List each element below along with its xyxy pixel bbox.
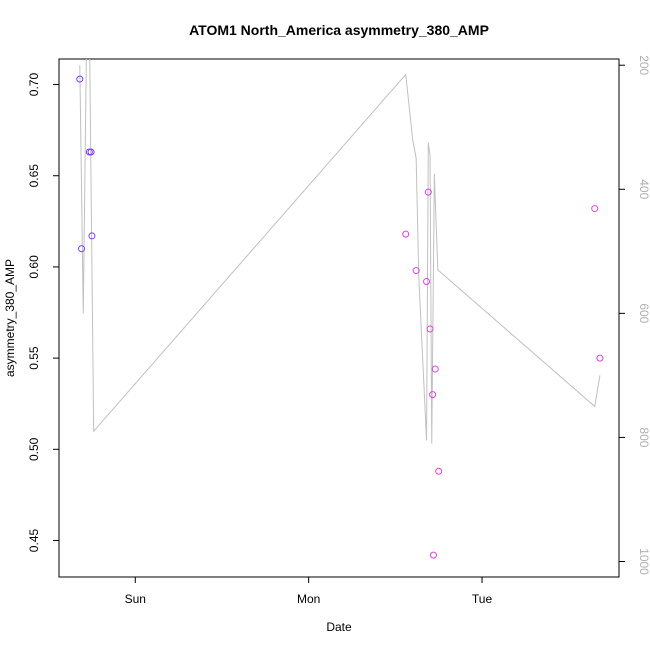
- y-tick-label: 0.55: [27, 346, 41, 370]
- y2-tick-label: 1000: [637, 548, 650, 575]
- y-tick-label: 0.70: [27, 73, 41, 97]
- plot-content: [76, 59, 604, 559]
- data-point: [87, 148, 95, 156]
- x-axis: Sun Mon Tue: [125, 577, 493, 606]
- right-axis: 200 400 600 800 1000: [619, 55, 650, 575]
- chart-title: ATOM1 North_America asymmetry_380_AMP: [189, 22, 489, 38]
- y-tick-label: 0.65: [27, 164, 41, 188]
- data-point: [426, 325, 434, 333]
- data-point: [76, 75, 84, 83]
- data-point: [435, 467, 443, 475]
- x-tick-label: Tue: [472, 592, 493, 606]
- data-point: [431, 365, 439, 373]
- data-point: [424, 188, 432, 196]
- data-point: [591, 205, 599, 213]
- data-point: [429, 551, 437, 559]
- y2-tick-label: 400: [637, 179, 650, 199]
- plot-frame: [58, 58, 620, 578]
- data-point: [423, 278, 431, 286]
- data-point: [412, 267, 420, 275]
- y2-tick-label: 200: [637, 55, 650, 75]
- data-point: [596, 354, 604, 362]
- data-point: [402, 230, 410, 238]
- x-tick-label: Sun: [125, 592, 146, 606]
- data-point: [88, 232, 96, 240]
- data-point: [78, 245, 86, 253]
- y-tick-label: 0.60: [27, 255, 41, 279]
- left-axis: 0.45 0.50 0.55 0.60 0.65 0.70: [27, 73, 59, 553]
- series-line: [79, 59, 601, 444]
- y2-tick-label: 800: [637, 427, 650, 447]
- y2-tick-label: 600: [637, 303, 650, 323]
- y-tick-label: 0.50: [27, 437, 41, 461]
- y-axis-label: asymmetry_380_AMP: [3, 259, 17, 377]
- data-point: [429, 391, 437, 399]
- x-axis-label: Date: [326, 620, 352, 634]
- y-tick-label: 0.45: [27, 529, 41, 553]
- x-tick-label: Mon: [297, 592, 320, 606]
